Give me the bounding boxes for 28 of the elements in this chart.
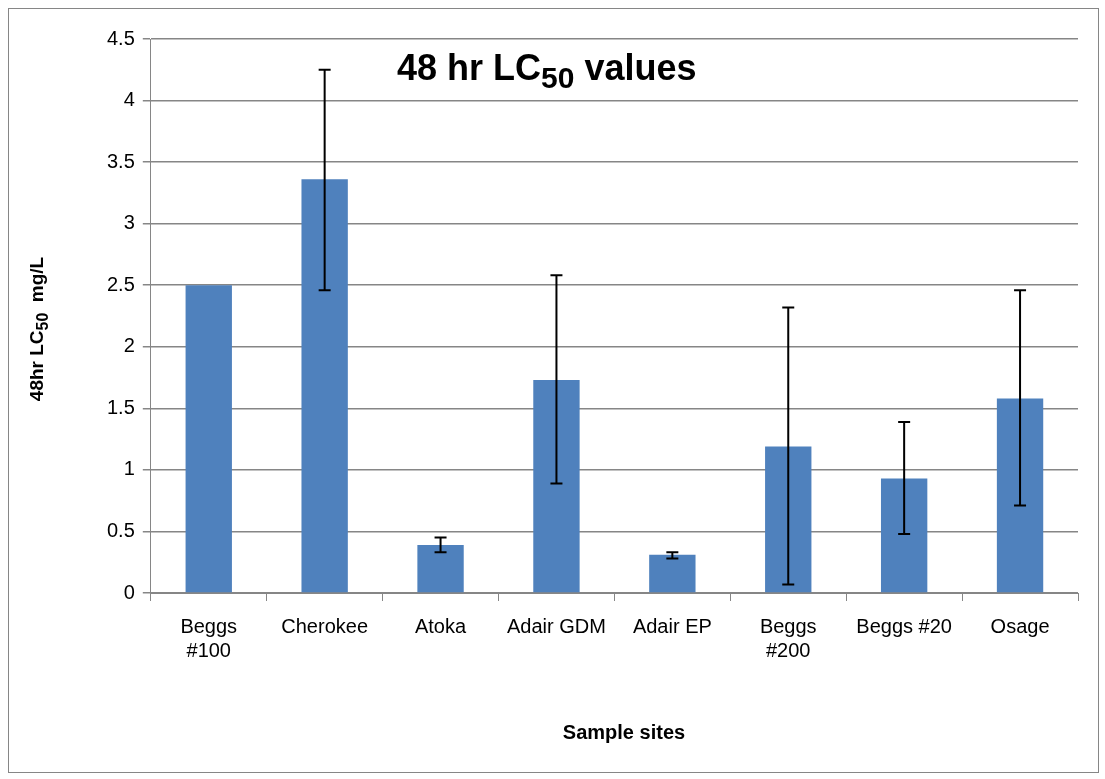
y-tick-label: 4 [123, 88, 135, 111]
bar [417, 544, 464, 593]
x-tick-label: Cherokee [281, 614, 369, 637]
y-tick-label: 0.5 [106, 518, 135, 541]
x-tick-label: Beggs #200 [759, 614, 817, 661]
bar [301, 179, 348, 593]
x-tick-label: Beggs #20 [856, 614, 952, 637]
x-tick-label: Osage [990, 614, 1050, 637]
chart-title: 48 hr LC$_{50}$ values [397, 47, 697, 96]
y-tick-label: 2.5 [106, 272, 135, 295]
y-tick-label: 1 [123, 457, 135, 480]
y-tick-label: 0 [123, 580, 135, 603]
y-tick-label: 4.5 [106, 26, 135, 49]
y-tick-label: 3 [123, 211, 135, 234]
x-tick-label: Adair EP [632, 614, 712, 637]
y-tick-label: 2 [123, 334, 135, 357]
x-tick-label: Beggs #100 [180, 614, 238, 661]
bar [185, 285, 232, 593]
bar [996, 398, 1044, 593]
y-tick-label: 3.5 [106, 149, 135, 172]
bar [649, 554, 696, 593]
x-tick-label: Atoka [414, 614, 467, 637]
bar [765, 446, 812, 593]
bar [880, 478, 928, 593]
y-tick-label: 1.5 [106, 395, 135, 418]
x-axis-title: Sample sites [561, 721, 687, 744]
x-tick-label: Adair GDM [507, 614, 606, 637]
bar [533, 380, 580, 593]
